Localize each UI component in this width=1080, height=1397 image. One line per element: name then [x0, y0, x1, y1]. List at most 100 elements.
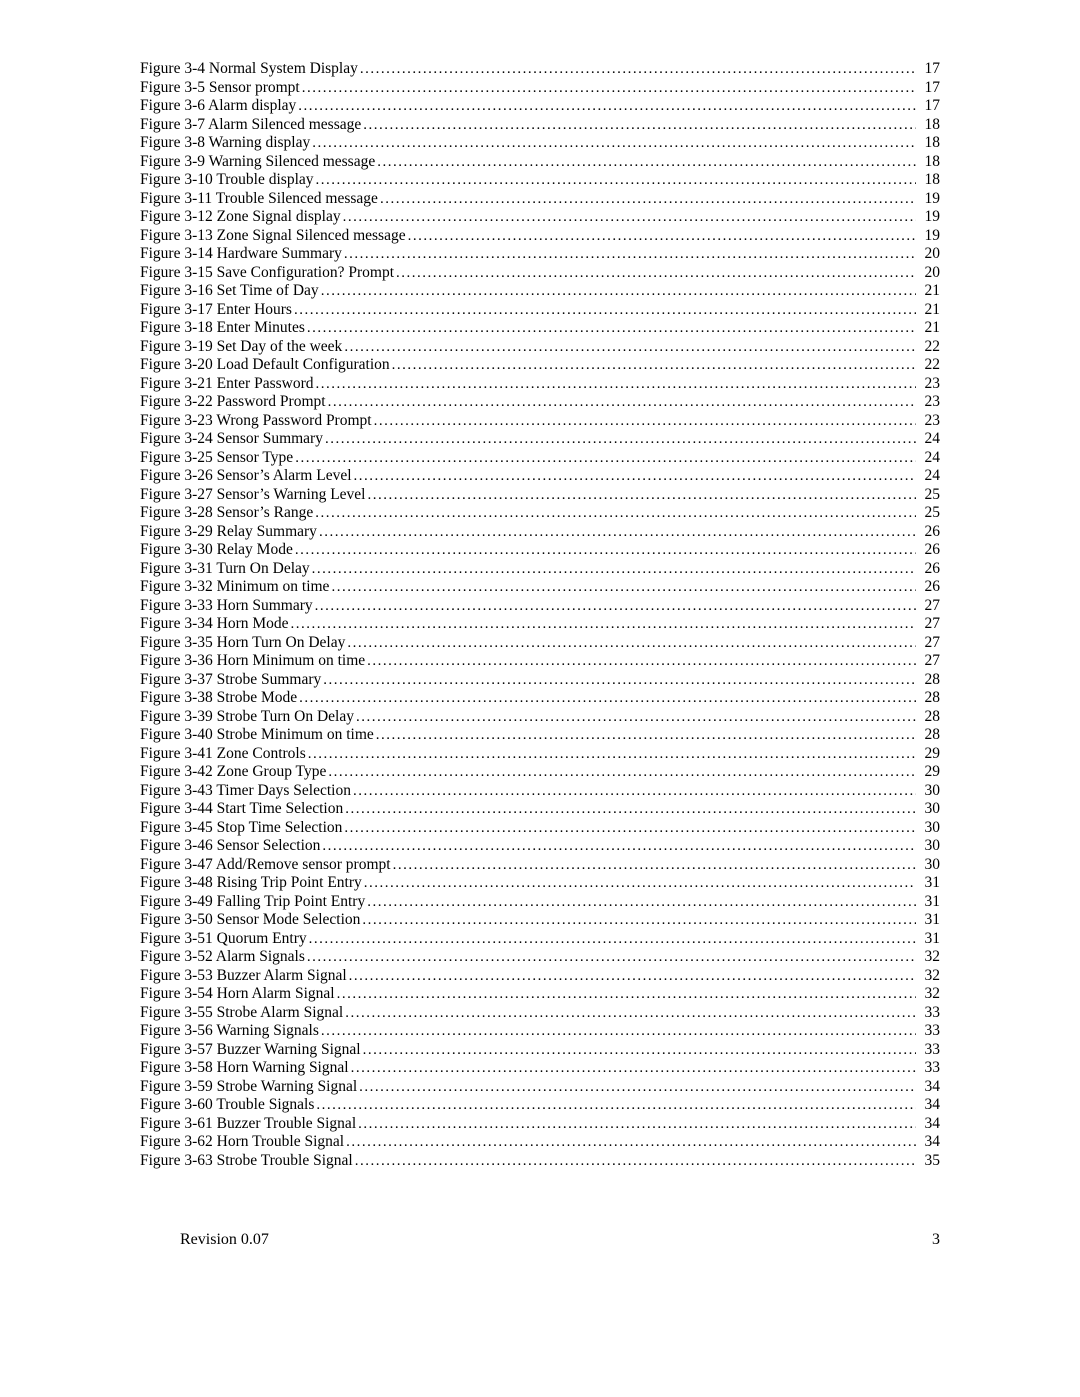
toc-entry-page: 27 [918, 652, 940, 670]
toc-entry-label: Figure 3-43 Timer Days Selection [140, 782, 351, 800]
toc-entry: Figure 3-28 Sensor’s Range 25 [140, 504, 940, 523]
toc-entry-label: Figure 3-56 Warning Signals [140, 1022, 319, 1040]
toc-entry-label: Figure 3-49 Falling Trip Point Entry [140, 893, 365, 911]
toc-entry: Figure 3-20 Load Default Configuration22 [140, 356, 940, 375]
toc-entry: Figure 3-29 Relay Summary 26 [140, 523, 940, 542]
toc-entry-label: Figure 3-15 Save Configuration? Prompt [140, 264, 394, 282]
toc-leader-dots [299, 689, 916, 708]
toc-entry: Figure 3-51 Quorum Entry31 [140, 930, 940, 949]
toc-entry-label: Figure 3-30 Relay Mode [140, 541, 293, 559]
toc-leader-dots [315, 597, 916, 616]
toc-leader-dots [393, 856, 916, 875]
toc-leader-dots [374, 412, 916, 431]
toc-leader-dots [302, 79, 916, 98]
toc-entry-label: Figure 3-50 Sensor Mode Selection [140, 911, 360, 929]
toc-entry: Figure 3-48 Rising Trip Point Entry 31 [140, 874, 940, 893]
toc-entry-page: 33 [918, 1059, 940, 1077]
toc-leader-dots [344, 819, 916, 838]
toc-leader-dots [337, 985, 916, 1004]
toc-entry: Figure 3-16 Set Time of Day21 [140, 282, 940, 301]
toc-entry-page: 22 [918, 356, 940, 374]
toc-entry: Figure 3-43 Timer Days Selection30 [140, 782, 940, 801]
toc-entry: Figure 3-44 Start Time Selection30 [140, 800, 940, 819]
toc-entry-page: 33 [918, 1041, 940, 1059]
toc-leader-dots [312, 560, 916, 579]
toc-entry-page: 29 [918, 763, 940, 781]
toc-entry: Figure 3-41 Zone Controls29 [140, 745, 940, 764]
toc-entry: Figure 3-23 Wrong Password Prompt23 [140, 412, 940, 431]
toc-entry-label: Figure 3-4 Normal System Display [140, 60, 358, 78]
toc-entry: Figure 3-39 Strobe Turn On Delay28 [140, 708, 940, 727]
toc-entry-page: 25 [918, 504, 940, 522]
toc-entry-label: Figure 3-16 Set Time of Day [140, 282, 319, 300]
toc-entry-page: 26 [918, 523, 940, 541]
toc-leader-dots [408, 227, 916, 246]
toc-entry: Figure 3-42 Zone Group Type29 [140, 763, 940, 782]
toc-entry: Figure 3-49 Falling Trip Point Entry31 [140, 893, 940, 912]
toc-entry-label: Figure 3-29 Relay Summary [140, 523, 317, 541]
toc-entry-page: 31 [918, 911, 940, 929]
toc-entry-page: 30 [918, 819, 940, 837]
toc-entry: Figure 3-27 Sensor’s Warning Level25 [140, 486, 940, 505]
toc-entry-page: 27 [918, 597, 940, 615]
toc-entry-label: Figure 3-19 Set Day of the week [140, 338, 342, 356]
toc-leader-dots [347, 634, 916, 653]
toc-leader-dots [354, 467, 916, 486]
toc-entry: Figure 3-13 Zone Signal Silenced message… [140, 227, 940, 246]
toc-entry-page: 19 [918, 190, 940, 208]
toc-entry-label: Figure 3-51 Quorum Entry [140, 930, 307, 948]
toc-entry-page: 28 [918, 726, 940, 744]
toc-entry-label: Figure 3-14 Hardware Summary [140, 245, 342, 263]
toc-leader-dots [325, 430, 916, 449]
toc-leader-dots [331, 578, 916, 597]
toc-entry-page: 30 [918, 800, 940, 818]
toc-leader-dots [344, 245, 916, 264]
toc-leader-dots [315, 504, 916, 523]
toc-leader-dots [308, 745, 916, 764]
toc-entry-label: Figure 3-40 Strobe Minimum on time [140, 726, 374, 744]
toc-entry-page: 34 [918, 1133, 940, 1151]
toc-entry: Figure 3-58 Horn Warning Signal33 [140, 1059, 940, 1078]
page-footer: Revision 0.07 3 [180, 1231, 940, 1249]
toc-entry-label: Figure 3-38 Strobe Mode [140, 689, 297, 707]
toc-entry-label: Figure 3-47 Add/Remove sensor prompt [140, 856, 391, 874]
toc-entry-label: Figure 3-32 Minimum on time [140, 578, 329, 596]
toc-leader-dots [363, 1041, 916, 1060]
toc-entry-label: Figure 3-25 Sensor Type [140, 449, 293, 467]
toc-entry: Figure 3-56 Warning Signals33 [140, 1022, 940, 1041]
toc-entry-page: 31 [918, 874, 940, 892]
toc-entry-label: Figure 3-18 Enter Minutes [140, 319, 305, 337]
toc-entry-label: Figure 3-53 Buzzer Alarm Signal [140, 967, 347, 985]
toc-leader-dots [356, 708, 916, 727]
toc-entry-page: 32 [918, 985, 940, 1003]
toc-leader-dots [376, 726, 916, 745]
toc-entry-label: Figure 3-13 Zone Signal Silenced message [140, 227, 406, 245]
toc-entry-page: 24 [918, 430, 940, 448]
toc-leader-dots [345, 1004, 916, 1023]
toc-entry-page: 34 [918, 1115, 940, 1133]
toc-entry: Figure 3-34 Horn Mode27 [140, 615, 940, 634]
toc-entry: Figure 3-8 Warning display18 [140, 134, 940, 153]
toc-entry: Figure 3-57 Buzzer Warning Signal33 [140, 1041, 940, 1060]
toc-entry-label: Figure 3-36 Horn Minimum on time [140, 652, 365, 670]
toc-entry-page: 17 [918, 79, 940, 97]
toc-leader-dots [343, 208, 916, 227]
toc-leader-dots [367, 486, 916, 505]
toc-entry-label: Figure 3-48 Rising Trip Point Entry [140, 874, 362, 892]
toc-entry-page: 27 [918, 615, 940, 633]
toc-leader-dots [362, 911, 916, 930]
toc-entry-label: Figure 3-45 Stop Time Selection [140, 819, 342, 837]
toc-leader-dots [367, 893, 916, 912]
toc-entry-label: Figure 3-17 Enter Hours [140, 301, 292, 319]
toc-entry-label: Figure 3-35 Horn Turn On Delay [140, 634, 345, 652]
toc-entry-label: Figure 3-62 Horn Trouble Signal [140, 1133, 344, 1151]
toc-entry-page: 32 [918, 967, 940, 985]
toc-entry: Figure 3-18 Enter Minutes21 [140, 319, 940, 338]
toc-entry-label: Figure 3-28 Sensor’s Range [140, 504, 313, 522]
toc-entry: Figure 3-6 Alarm display17 [140, 97, 940, 116]
toc-leader-dots [309, 930, 916, 949]
toc-leader-dots [298, 97, 916, 116]
toc-entry-page: 23 [918, 375, 940, 393]
toc-entry: Figure 3-61 Buzzer Trouble Signal34 [140, 1115, 940, 1134]
toc-entry-page: 24 [918, 467, 940, 485]
